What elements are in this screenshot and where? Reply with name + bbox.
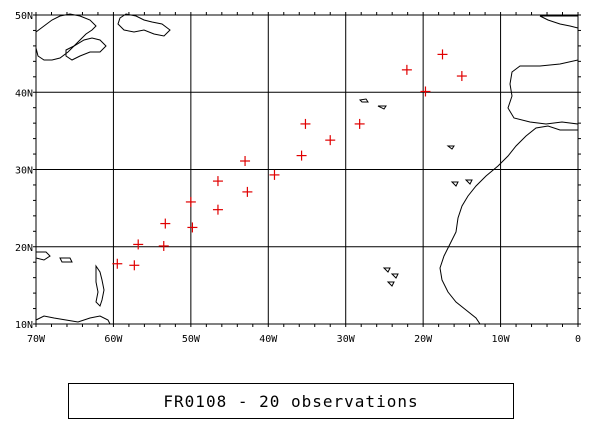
observation-marker (420, 86, 431, 97)
observation-marker (354, 118, 365, 129)
caption-text: FR0108 - 20 observations (163, 391, 419, 411)
coastline-newfoundland (117, 13, 171, 37)
lon-tick-label: 50W (182, 334, 201, 345)
observation-marker (129, 260, 140, 271)
lon-tick-label: 30W (337, 334, 356, 345)
lat-tick-label: 30N (15, 166, 33, 177)
lon-tick-label: 40W (259, 334, 278, 345)
observation-marker (212, 204, 223, 215)
observation-marker (300, 118, 311, 129)
lat-tick-label: 10N (15, 320, 33, 331)
coastline-africa (439, 125, 579, 325)
lat-tick-label: 20N (15, 243, 33, 254)
observation-marker (160, 218, 171, 229)
lon-tick-label: 20W (414, 334, 433, 345)
lat-tick-label: 40N (15, 88, 33, 99)
coastline-cape-verde (382, 267, 399, 287)
observation-markers (112, 49, 467, 271)
observation-marker (187, 222, 198, 233)
lon-tick-label: 10W (492, 334, 511, 345)
lat-tick-label: 50N (15, 11, 33, 22)
axis-ticks: 70W 60W 50W 40W 30W 20W 10W 0 10N 20N 30N 40N 50N (15, 11, 581, 345)
coastline-hispaniola (35, 251, 51, 261)
caption-box: FR0108 - 20 observations (68, 383, 514, 419)
observation-marker (437, 49, 448, 60)
observation-marker (456, 71, 467, 82)
observation-marker (269, 169, 280, 180)
observation-marker (112, 258, 123, 269)
lon-tick-label: 0 (575, 334, 581, 345)
observation-marker (212, 176, 223, 187)
lon-tick-label: 60W (104, 334, 123, 345)
observation-marker (133, 239, 144, 250)
lon-tick-label: 70W (27, 334, 46, 345)
coastline-madeira (446, 145, 455, 150)
coastline-europe (507, 15, 579, 125)
observation-marker (325, 135, 336, 146)
graticule (35, 14, 579, 325)
observation-marker (296, 150, 307, 161)
observation-marker (158, 240, 169, 251)
observation-marker (242, 186, 253, 197)
observation-marker (185, 196, 196, 207)
coastline-lesser-antilles (95, 264, 105, 307)
coastline (35, 13, 579, 325)
observation-marker (401, 64, 412, 75)
coastline-canada (35, 13, 97, 61)
coastline-nova-scotia (65, 37, 107, 61)
coastline-south-america (35, 315, 111, 325)
observation-marker (240, 156, 251, 167)
coastline-canaries (450, 179, 473, 187)
coastline-puerto-rico (59, 257, 73, 263)
coastline-azores (358, 98, 387, 110)
